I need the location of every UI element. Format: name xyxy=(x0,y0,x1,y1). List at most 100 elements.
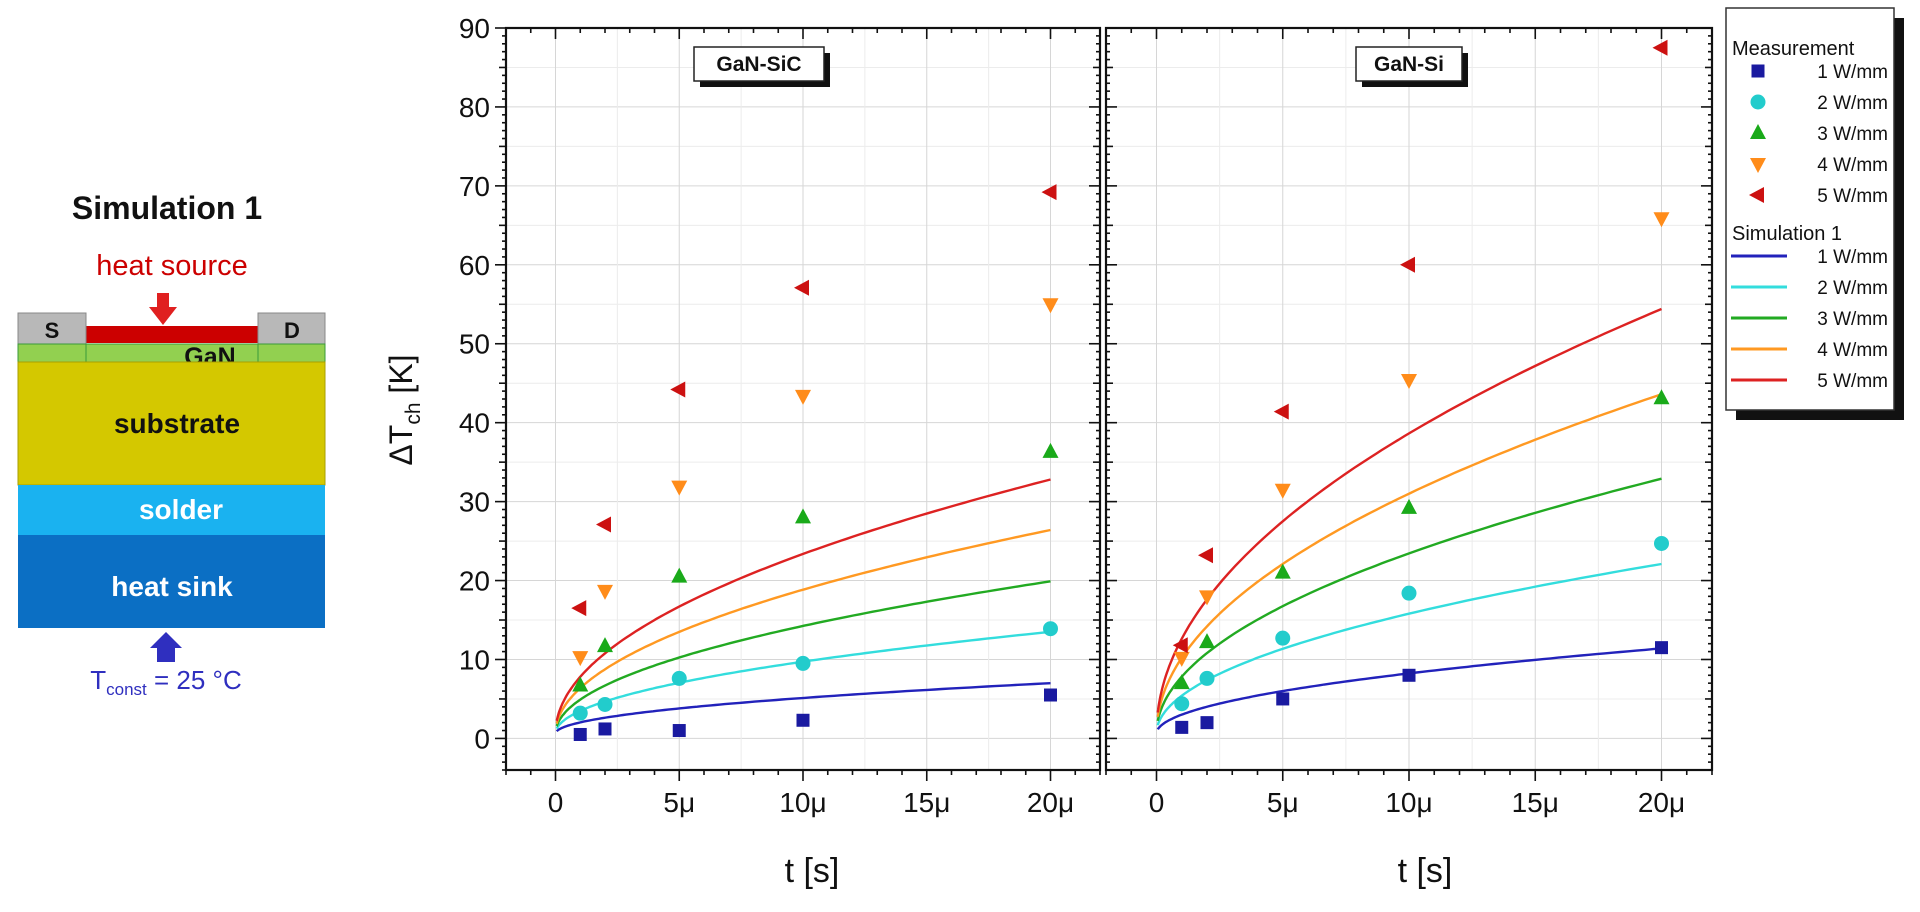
measurement-markers xyxy=(571,39,1670,741)
source-contact xyxy=(17,312,87,345)
measurement-point-gan-si-3w xyxy=(1173,674,1190,690)
measurement-point-gan-sic-4w xyxy=(671,480,688,496)
panel-title-gan-sic: GaN-SiC xyxy=(716,53,801,76)
measurement-point-gan-si-1w xyxy=(1200,716,1214,730)
legend-marker-1w xyxy=(1751,64,1765,78)
measurement-point-gan-sic-4w xyxy=(795,389,811,405)
measurement-point-gan-si-1w xyxy=(1175,720,1189,734)
ambient-temperature-label: Tconst = 25 °C xyxy=(90,665,241,699)
temperature-rise-chart: 0 10 20 30 40 50 60 70 80 90 0 5μ 10μ 15μ 20μ 0 5μ 10μ 15μ… xyxy=(383,7,1904,890)
measurement-point-gan-si-1w xyxy=(1655,641,1668,655)
measurement-point-gan-sic-3w xyxy=(671,567,688,583)
x-tick-label: 15μ xyxy=(903,787,950,818)
legend-label-measurement-3w: 3 W/mm xyxy=(1817,124,1888,145)
measurement-point-gan-si-3w xyxy=(1199,633,1215,649)
substrate-layer xyxy=(17,361,326,486)
measurement-point-gan-si-2w xyxy=(1199,670,1215,686)
tick-labels: 0 10 20 30 40 50 60 70 80 90 0 5μ 10μ 15μ 20μ 0 5μ 10μ 15μ… xyxy=(459,13,1685,818)
legend-label-simulation-5w: 5 W/mm xyxy=(1817,371,1888,392)
measurement-point-gan-sic-5w xyxy=(794,279,809,296)
axes xyxy=(495,26,1714,781)
measurement-point-gan-sic-1w xyxy=(672,724,686,738)
measurement-point-gan-sic-1w xyxy=(573,727,587,741)
measurement-point-gan-si-2w xyxy=(1174,696,1190,712)
heat-source-arrow-icon xyxy=(149,293,177,325)
simulation-curve-gan-si-1w xyxy=(1156,647,1662,730)
schematic-title: Simulation 1 xyxy=(72,190,262,226)
measurement-point-gan-si-5w xyxy=(1172,637,1188,654)
heat-source-label: heat source xyxy=(96,250,248,282)
measurement-point-gan-si-1w xyxy=(1276,692,1290,706)
measurement-point-gan-sic-5w xyxy=(596,516,611,533)
measurement-point-gan-sic-1w xyxy=(796,713,810,727)
measurement-point-gan-si-5w xyxy=(1652,39,1668,56)
measurement-point-gan-si-5w xyxy=(1400,256,1415,273)
source-label: S xyxy=(45,318,60,343)
x-tick-label: 0 xyxy=(548,787,564,818)
panel-title-gan-si: GaN-Si xyxy=(1374,53,1444,76)
legend-label-measurement-5w: 5 W/mm xyxy=(1817,186,1888,207)
measurement-point-gan-sic-4w xyxy=(1042,298,1059,314)
measurement-point-gan-sic-3w xyxy=(597,637,613,653)
simulation-curve-gan-sic-4w xyxy=(555,528,1051,725)
legend: Measurement Simulation 1 1 W/mm 1 W/mm 2 W… xyxy=(1725,7,1904,420)
panel-title-box-left: GaN-SiC xyxy=(693,46,830,87)
legend-label-measurement-4w: 4 W/mm xyxy=(1817,155,1888,176)
x-tick-label: 20μ xyxy=(1638,787,1685,818)
simulation-curves xyxy=(555,307,1662,733)
ambient-temperature-arrow-icon xyxy=(150,632,182,662)
heat-source-layer xyxy=(86,326,258,343)
measurement-point-gan-si-1w xyxy=(1402,668,1416,682)
y-tick-label: 80 xyxy=(459,92,490,123)
simulation-curve-gan-sic-5w xyxy=(555,478,1051,722)
simulation-curve-gan-si-2w xyxy=(1156,562,1662,726)
measurement-point-gan-si-3w xyxy=(1274,563,1291,579)
measurement-point-gan-si-3w xyxy=(1653,389,1670,405)
device-schematic: Simulation 1 heat source S D GaN substra… xyxy=(17,190,326,699)
x-axis-title-right: t [s] xyxy=(1398,852,1453,890)
measurement-point-gan-si-2w xyxy=(1401,585,1417,601)
measurement-point-gan-sic-2w xyxy=(795,655,811,671)
measurement-point-gan-sic-1w xyxy=(1044,688,1057,702)
x-tick-label: 15μ xyxy=(1512,787,1559,818)
legend-measurement-header: Measurement xyxy=(1732,38,1855,60)
simulation-curve-gan-si-5w xyxy=(1156,307,1662,713)
y-tick-label: 50 xyxy=(459,329,490,360)
y-tick-label: 40 xyxy=(459,408,490,439)
measurement-point-gan-sic-1w xyxy=(598,722,612,736)
measurement-point-gan-sic-2w xyxy=(671,670,687,686)
simulation-curve-gan-sic-3w xyxy=(555,580,1051,727)
heat-sink-label: heat sink xyxy=(111,571,233,602)
measurement-point-gan-sic-3w xyxy=(795,508,811,524)
legend-label-simulation-3w: 3 W/mm xyxy=(1817,309,1888,330)
solder-label: solder xyxy=(139,494,223,525)
measurement-point-gan-sic-2w xyxy=(597,696,613,712)
measurement-point-gan-sic-4w xyxy=(597,584,613,600)
substrate-label: substrate xyxy=(114,408,240,439)
measurement-point-gan-sic-5w xyxy=(571,600,587,617)
y-tick-label: 30 xyxy=(459,487,490,518)
y-tick-label: 70 xyxy=(459,171,490,202)
measurement-point-gan-si-4w xyxy=(1653,212,1670,228)
legend-marker-2w xyxy=(1750,94,1766,110)
x-tick-label: 5μ xyxy=(663,787,695,818)
measurement-point-gan-sic-5w xyxy=(1041,184,1057,201)
legend-label-simulation-4w: 4 W/mm xyxy=(1817,340,1888,361)
solder-layer xyxy=(18,485,325,535)
legend-simulation-header: Simulation 1 xyxy=(1732,223,1842,245)
measurement-point-gan-sic-4w xyxy=(572,651,589,667)
x-tick-label: 5μ xyxy=(1267,787,1299,818)
drain-contact xyxy=(257,312,326,345)
measurement-point-gan-si-4w xyxy=(1199,590,1215,606)
legend-marker-5w xyxy=(1749,187,1764,203)
measurement-point-gan-sic-3w xyxy=(572,676,589,692)
simulation-curve-gan-sic-1w xyxy=(555,682,1051,733)
y-tick-label: 10 xyxy=(459,644,490,675)
measurement-point-gan-si-5w xyxy=(1198,547,1213,564)
legend-label-measurement-2w: 2 W/mm xyxy=(1817,93,1888,114)
simulation-curve-gan-si-3w xyxy=(1156,477,1662,722)
legend-label-measurement-1w: 1 W/mm xyxy=(1817,62,1888,83)
measurement-point-gan-si-2w xyxy=(1654,535,1669,551)
measurement-point-gan-si-3w xyxy=(1401,498,1417,514)
